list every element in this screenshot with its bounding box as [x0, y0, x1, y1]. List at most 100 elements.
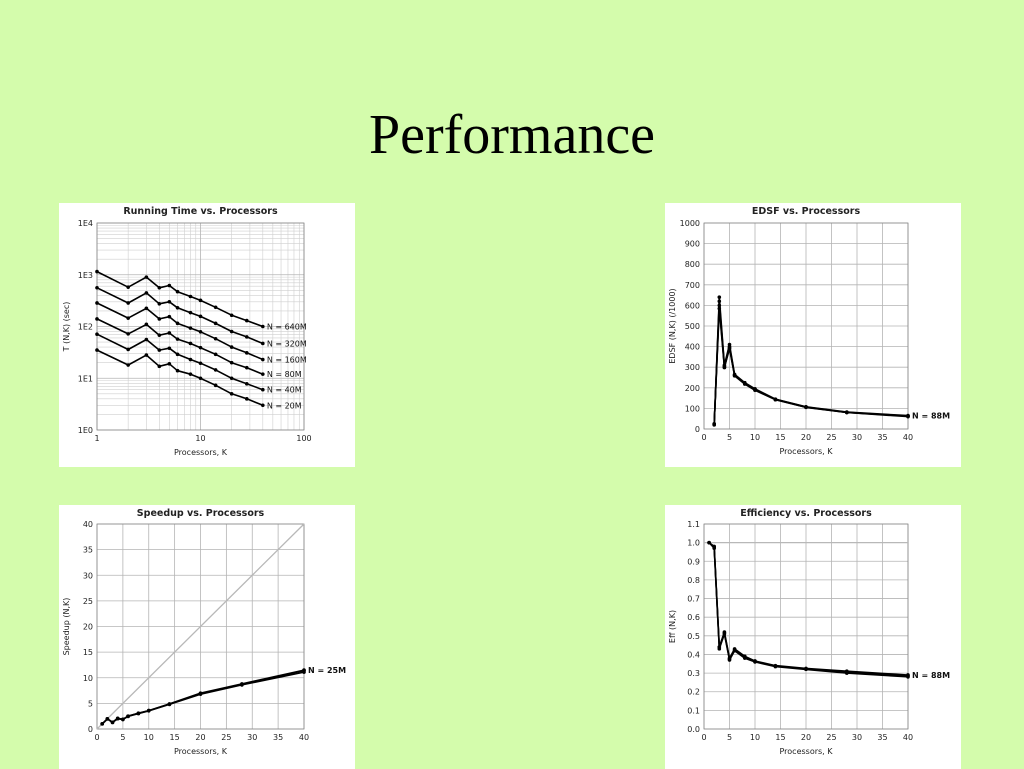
data-point [712, 422, 716, 426]
data-point [95, 348, 99, 352]
data-point [213, 352, 218, 357]
y-tick-label: 0.4 [687, 650, 700, 659]
y-tick-label: 5 [88, 699, 93, 708]
data-point [167, 702, 172, 707]
y-tick-label: 0.1 [687, 706, 700, 715]
y-tick-label: 1E4 [78, 219, 93, 228]
data-point [167, 346, 172, 351]
data-point [198, 314, 203, 319]
data-point [198, 361, 203, 366]
data-point [100, 722, 104, 726]
data-point [229, 392, 234, 396]
data-point [126, 285, 130, 289]
y-tick-label: 900 [685, 240, 700, 249]
data-point [727, 658, 732, 662]
data-point [906, 675, 910, 679]
data-point [167, 314, 172, 319]
series-line [708, 542, 909, 677]
x-tick-label: 25 [221, 733, 231, 742]
data-point [175, 305, 180, 310]
data-point [261, 324, 265, 329]
data-point [717, 295, 722, 299]
ideal-line [96, 523, 305, 730]
x-tick-label: 0 [701, 733, 706, 742]
data-point [146, 709, 151, 713]
data-point [743, 382, 747, 386]
x-axis-label: Processors, K [779, 747, 833, 756]
data-point [144, 322, 149, 327]
x-tick-label: 20 [801, 733, 811, 742]
data-point [198, 376, 203, 381]
data-point [95, 301, 99, 305]
data-point [157, 364, 162, 369]
series-line [713, 296, 909, 425]
data-point [244, 382, 249, 386]
data-point [906, 414, 910, 419]
data-point [144, 353, 149, 357]
data-point [743, 656, 747, 660]
y-tick-label: 1E0 [78, 426, 93, 435]
x-tick-label: 10 [750, 733, 760, 742]
data-point [213, 368, 218, 372]
running-time-chart-svg: Running Time vs. Processors 1 10 100 1E0 1E1 1… [62, 206, 312, 457]
x-tick-label: 1 [94, 434, 99, 443]
data-point [753, 388, 757, 393]
data-point [229, 376, 234, 381]
plot-frame [96, 523, 305, 730]
chart-title: Speedup vs. Processors [137, 508, 265, 519]
data-point [95, 285, 99, 290]
series-label: N = 160M [267, 356, 307, 365]
data-point [126, 301, 130, 305]
series-label: N = 20M [267, 401, 302, 410]
data-point [157, 301, 162, 306]
data-point [261, 372, 265, 376]
series-line [708, 542, 909, 678]
data-point [175, 337, 180, 341]
data-point [167, 283, 172, 288]
y-tick-label: 0.7 [687, 595, 700, 604]
data-point [188, 310, 193, 315]
y-tick-label: 20 [83, 623, 93, 632]
series-label: N = 640M [267, 323, 307, 332]
y-tick-label: 15 [83, 648, 93, 657]
series-label: N = 320M [267, 339, 307, 348]
y-axis-label: T (N,K) (sec) [62, 302, 71, 353]
data-point [229, 360, 234, 365]
data-point [722, 632, 727, 636]
data-point [261, 403, 265, 408]
y-tick-label: 40 [83, 520, 93, 529]
y-tick-label: 0.2 [687, 688, 700, 697]
y-tick-label: 25 [83, 597, 93, 606]
x-tick-label: 35 [273, 733, 283, 742]
x-tick-label: 10 [750, 433, 760, 442]
y-axis-label: Eff (N,K) [668, 610, 677, 643]
plot-frame [96, 222, 305, 431]
x-tick-label: 25 [826, 433, 836, 442]
data-point [717, 306, 722, 311]
x-tick-label: 0 [701, 433, 706, 442]
y-tick-label: 100 [685, 404, 700, 413]
data-point [110, 720, 115, 725]
x-tick-label: 20 [801, 433, 811, 442]
y-tick-label: 0.9 [687, 557, 700, 566]
slide-title: Performance [368, 104, 656, 166]
data-point [157, 317, 162, 321]
chart-title: Running Time vs. Processors [123, 206, 278, 217]
series-line [96, 302, 264, 361]
series-line [96, 287, 264, 345]
data-point [167, 300, 172, 304]
y-tick-label: 300 [685, 363, 700, 372]
data-point [240, 683, 244, 687]
y-tick-label: 0.5 [687, 632, 700, 641]
x-tick-label: 0 [94, 733, 99, 742]
data-point [126, 714, 130, 719]
y-tick-label: 700 [685, 281, 700, 290]
data-point [213, 321, 218, 326]
y-tick-label: 500 [685, 322, 700, 331]
y-tick-label: 1.0 [687, 539, 700, 548]
series-label: N = 88M [912, 671, 950, 680]
data-point [188, 294, 193, 299]
plot-frame [703, 222, 909, 430]
running-time-chart: Running Time vs. Processors 1 10 100 1E0 1E1 1… [59, 203, 355, 467]
